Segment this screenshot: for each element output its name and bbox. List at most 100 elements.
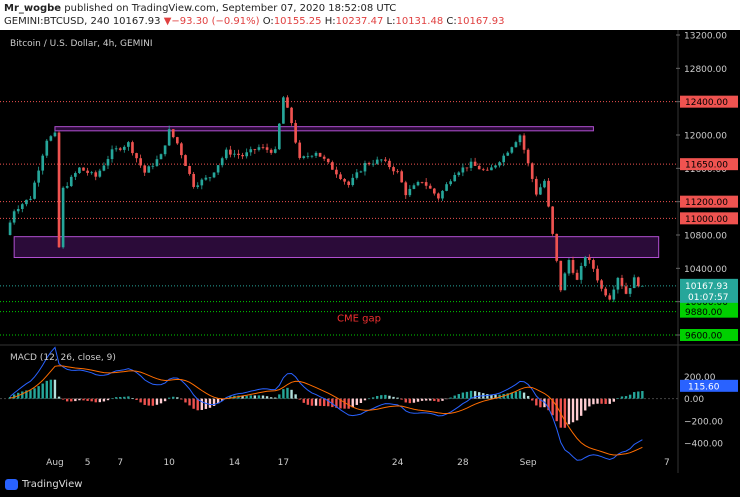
close-value: 10167.93 [456,16,505,27]
macd-histogram-bar [596,398,599,404]
candle-body [237,153,240,155]
footer-brand: TradingView [22,479,83,490]
candle-body [208,177,212,179]
candle-body [592,260,595,269]
macd-histogram-bar [216,398,220,404]
macd-histogram-bar [192,398,195,409]
candle-body [196,185,200,187]
author-name[interactable]: Mr_wogbe [4,3,62,14]
macd-histogram-bar [306,398,310,405]
macd-histogram-bar [420,398,424,401]
macd-histogram-bar [396,397,399,399]
macd-histogram-bar [106,398,110,401]
candle-body [355,172,359,178]
level-price-tag: 11200.00 [680,195,738,208]
macd-histogram-bar [449,397,452,399]
macd-histogram-bar [510,392,514,399]
macd-histogram-bar [184,398,187,403]
candle-body [335,169,338,175]
macd-histogram-bar [298,398,301,400]
level-tag-text: 9880.00 [685,308,722,318]
x-tick-label: 14 [229,458,241,468]
candle-body [579,266,583,280]
candle-body [559,260,563,291]
macd-histogram-bar [53,379,57,399]
macd-histogram-bar [453,395,456,399]
candle-body [102,165,106,171]
candle-body [151,165,155,167]
macd-histogram-bar [518,390,522,399]
macd-histogram-bar [127,396,130,399]
macd-histogram-bar [608,398,611,404]
macd-histogram-bar [200,398,203,410]
macd-histogram-bar [376,395,379,399]
candle-body [563,273,567,291]
macd-histogram-bar [388,395,391,399]
macd-histogram-bar [412,398,416,403]
level-price-tag: 9600.00 [680,329,738,342]
macd-histogram-bar [490,394,493,399]
candle-body [90,172,93,174]
candle-body [306,156,310,158]
candle-body [465,167,469,169]
macd-histogram-bar [176,397,179,399]
candle-body [486,169,489,171]
macd-histogram-bar [41,383,44,399]
macd-histogram-bar [196,398,199,411]
y-tick-label: 10800.00 [684,232,727,242]
candle-body [604,288,607,296]
tradingview-logo-icon [5,479,18,490]
candle-body [518,135,522,143]
publish-info: published on TradingView.com, September … [64,3,397,14]
macd-histogram-bar [551,398,554,416]
candle-body [453,174,457,182]
candle-body [16,208,20,212]
price-chart[interactable]: 13200.0012800.0012400.0012000.0011600.00… [0,30,740,473]
candle-body [441,190,444,199]
candle-body [416,182,420,186]
macd-histogram-bar [90,398,93,402]
candle-body [286,97,289,108]
x-tick-label: 24 [392,458,404,468]
cme-gap-annotation: CME gap [337,314,381,325]
x-tick-label: 5 [85,458,91,468]
macd-histogram-bar [253,395,257,399]
level-tag-text: 10000.00 [685,298,728,308]
candle-body [127,142,130,147]
bar-countdown-label: 01:07:57 [688,293,728,303]
macd-histogram-bar [21,391,24,399]
macd-histogram-bar [416,398,420,402]
footer: TradingView [0,473,740,497]
macd-value-tag [680,379,738,392]
candle-body [74,173,77,177]
macd-histogram-bar [526,395,530,399]
candle-body [359,171,363,173]
candle-body [118,148,122,150]
resistance-zone [13,236,660,259]
macd-histogram-bar [633,392,636,399]
candle-body [437,193,440,199]
candle-body [86,170,89,173]
candle-body [302,156,306,158]
candle-body [277,123,281,150]
macd-histogram-bar [188,398,191,406]
macd-histogram-bar [286,387,289,399]
macd-histogram-bar [261,395,265,399]
macd-histogram-bar [70,398,73,402]
candle-body [294,123,297,143]
candle-body [200,179,204,186]
macd-histogram-bar [612,398,616,402]
candle-body [298,142,302,158]
macd-histogram-bar [61,398,65,400]
candle-body [379,159,383,161]
candle-body [498,162,501,166]
candle-body [616,277,620,290]
macd-histogram-bar [221,398,224,401]
macd-histogram-bar [33,388,36,399]
candle-body [33,182,36,199]
macd-histogram-bar [322,398,326,407]
macd-histogram-bar [155,398,159,405]
macd-value-label: 115.60 [688,382,720,392]
level-tag-text: 12400.00 [685,98,728,108]
candle-body [253,149,257,151]
